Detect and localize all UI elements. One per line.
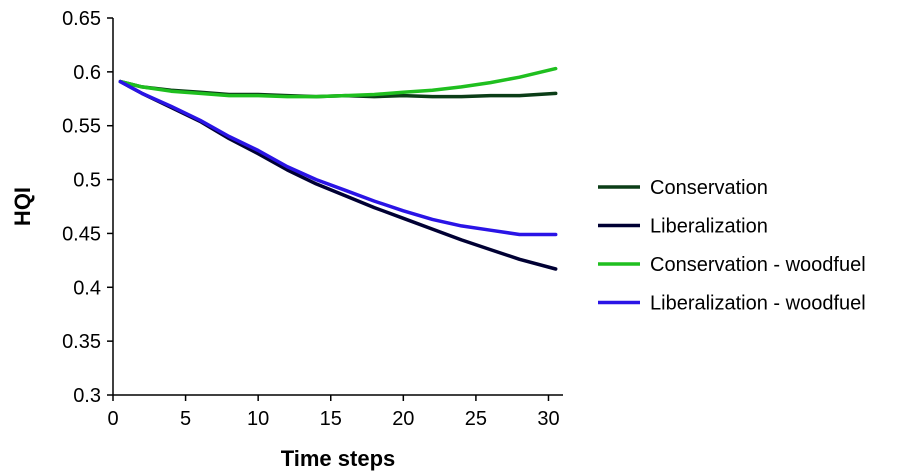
series-line-4 [118, 79, 558, 237]
x-tick-label: 15 [320, 408, 342, 430]
plot-axes [112, 18, 563, 396]
legend-label: Conservation [650, 177, 768, 199]
legend-label: Liberalization - woodfuel [650, 293, 866, 315]
y-axis-title: HQI [10, 187, 35, 226]
x-tick-label: 10 [247, 408, 269, 430]
y-tick-label: 0.6 [73, 62, 101, 84]
x-axis-ticks: 0 5 10 15 20 25 30 [107, 395, 560, 430]
series-lines [118, 66, 558, 271]
x-tick-label: 30 [537, 408, 559, 430]
y-tick-label: 0.35 [62, 331, 101, 353]
y-tick-label: 0.4 [73, 277, 101, 299]
legend: Conservation Liberalization Conservation -… [598, 177, 866, 315]
x-axis-title: Time steps [281, 446, 396, 471]
y-tick-label: 0.65 [62, 8, 101, 30]
x-tick-label: 20 [392, 408, 414, 430]
y-tick-label: 0.3 [73, 385, 101, 407]
series-line-3 [118, 66, 558, 99]
y-tick-label: 0.45 [62, 223, 101, 245]
x-tick-label: 25 [465, 408, 487, 430]
y-tick-label: 0.5 [73, 170, 101, 192]
legend-label: Conservation - woodfuel [650, 254, 866, 276]
x-tick-label: 0 [107, 408, 118, 430]
series-line-2 [118, 79, 558, 271]
y-axis-ticks: 0.3 0.35 0.4 0.45 0.5 0.55 0.6 0.65 [62, 8, 113, 407]
x-tick-label: 5 [180, 408, 191, 430]
y-tick-label: 0.55 [62, 116, 101, 138]
legend-label: Liberalization [650, 216, 768, 238]
